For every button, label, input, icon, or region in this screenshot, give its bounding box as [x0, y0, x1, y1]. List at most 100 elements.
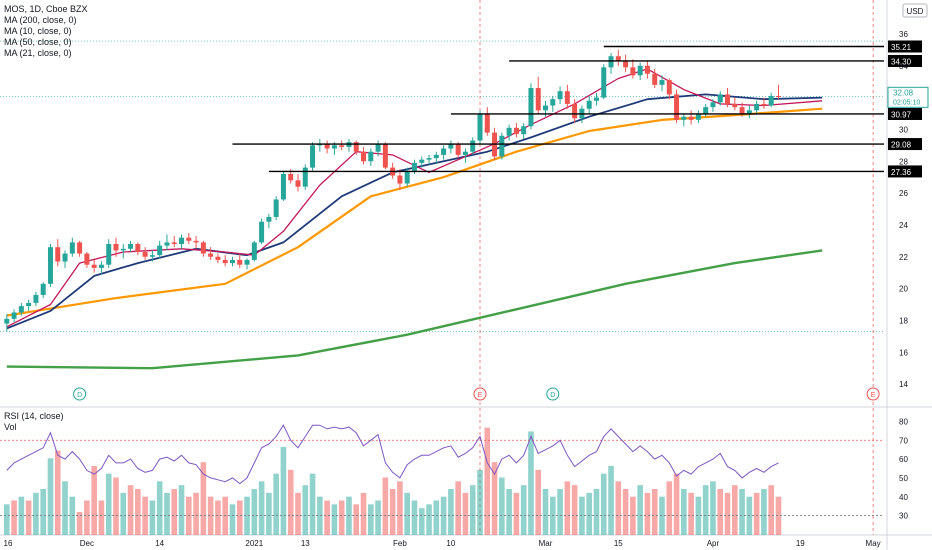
currency-badge[interactable]: [902, 3, 928, 18]
ma10-line: [6, 68, 823, 328]
candle-body: [419, 159, 425, 163]
volume-bar: [593, 489, 600, 535]
time-tick-label: 19: [796, 539, 805, 548]
volume-bar: [127, 485, 134, 535]
level-badge-label: 34.30: [891, 57, 912, 66]
time-axis[interactable]: 16 Dec 14 2021 13 Feb 10 Mar 15 Apr 19 May: [4, 539, 881, 548]
volume-bar: [178, 485, 185, 535]
volume-bar: [164, 492, 170, 535]
candle-body: [535, 88, 541, 111]
volume-bar: [469, 485, 476, 535]
volume-bar: [200, 462, 207, 535]
legend-item-ma21[interactable]: MA (21, close, 0): [4, 48, 72, 58]
candle-body: [280, 173, 286, 200]
price-tick-label: 18: [899, 316, 908, 325]
candle-body: [302, 167, 308, 187]
rsi-axis: 30 40 50 60 70 80: [899, 417, 908, 520]
candle-body: [193, 240, 199, 243]
candle-body: [775, 95, 781, 97]
rsi-title[interactable]: RSI (14, close): [4, 411, 64, 421]
volume-bar: [317, 496, 323, 535]
volume-bar: [171, 489, 178, 535]
volume-bar: [506, 489, 512, 535]
candle-body: [601, 67, 607, 98]
candle-body: [62, 253, 68, 262]
volume-bar: [280, 446, 287, 535]
price-axis[interactable]: 141618202224262830323436: [899, 30, 908, 389]
volume-bar: [513, 492, 520, 535]
earnings-marker-label: E: [478, 392, 483, 399]
candle-body: [411, 162, 417, 171]
level-badge-label: 29.08: [891, 141, 912, 150]
time-tick-label: Feb: [393, 539, 407, 548]
volume-bar: [571, 485, 578, 535]
ma21-line: [6, 93, 823, 330]
currency-badge-label: USD: [907, 7, 924, 16]
candle-body: [557, 91, 563, 100]
candle-body: [208, 253, 214, 257]
legend-item-ma200[interactable]: MA (200, close, 0): [4, 15, 77, 25]
volume-bar: [528, 431, 534, 535]
candle-body: [448, 143, 454, 149]
earnings-marker[interactable]: [473, 387, 487, 401]
dividend-marker[interactable]: [73, 387, 87, 401]
volume-bar: [644, 492, 651, 535]
volume-bar: [608, 466, 614, 535]
candle-body: [710, 102, 716, 108]
volume-bar: [287, 469, 294, 535]
candle-body: [593, 97, 599, 101]
volume-bar: [666, 481, 673, 535]
candle-body: [717, 94, 723, 103]
legend-item-ma50[interactable]: MA (50, close, 0): [4, 37, 72, 47]
volume-bar: [113, 477, 119, 535]
volume-bar: [732, 485, 738, 535]
price-tick-label: 14: [899, 380, 908, 389]
level-badge: [888, 138, 922, 151]
candle-body: [382, 143, 388, 168]
volume-bar: [40, 489, 46, 535]
volume-bar: [98, 500, 105, 535]
volume-bar: [368, 504, 374, 535]
candle-body: [113, 244, 119, 251]
candle-body: [543, 105, 549, 111]
rsi-tick-label: 80: [899, 417, 908, 426]
legend-item-ma10[interactable]: MA (10, close, 0): [4, 26, 72, 36]
candle-body: [462, 151, 468, 155]
volume-bar: [84, 500, 90, 535]
earnings-marker[interactable]: [866, 387, 880, 401]
candle-body: [120, 248, 126, 251]
level-badge-label: 35.21: [891, 43, 912, 52]
level-badge: [888, 54, 922, 67]
dividend-marker-label: D: [77, 392, 82, 399]
vol-label[interactable]: Vol: [4, 422, 17, 432]
candle-body: [674, 94, 680, 120]
candle-body: [251, 242, 257, 260]
candle-body: [33, 294, 39, 303]
price-tick-label: 24: [899, 221, 908, 230]
candle-body: [106, 244, 112, 265]
volume-bar: [295, 492, 301, 535]
candle-body: [215, 256, 221, 260]
volume-bar: [724, 492, 731, 535]
candle-body: [26, 302, 32, 307]
horizontal-levels[interactable]: 35.21 34.30 30.97 29.08 27.36: [232, 40, 922, 178]
candle-body: [98, 264, 104, 268]
candle-body: [11, 312, 17, 319]
candle-body: [725, 94, 731, 104]
candle-body: [564, 91, 570, 104]
volume-bar: [440, 496, 447, 535]
candle-body: [259, 221, 265, 243]
dividend-marker[interactable]: [546, 387, 560, 401]
volume-bar: [33, 492, 39, 535]
candle-body: [186, 237, 192, 241]
price-tick-label: 30: [899, 125, 908, 134]
symbol-header[interactable]: MOS, 1D, Cboe BZX: [4, 4, 88, 14]
candle-body: [695, 113, 701, 120]
candle-body: [499, 135, 505, 157]
candle-body: [149, 255, 155, 257]
candle-body: [761, 103, 767, 106]
volume-bar: [542, 489, 549, 535]
candle-body: [666, 80, 672, 95]
